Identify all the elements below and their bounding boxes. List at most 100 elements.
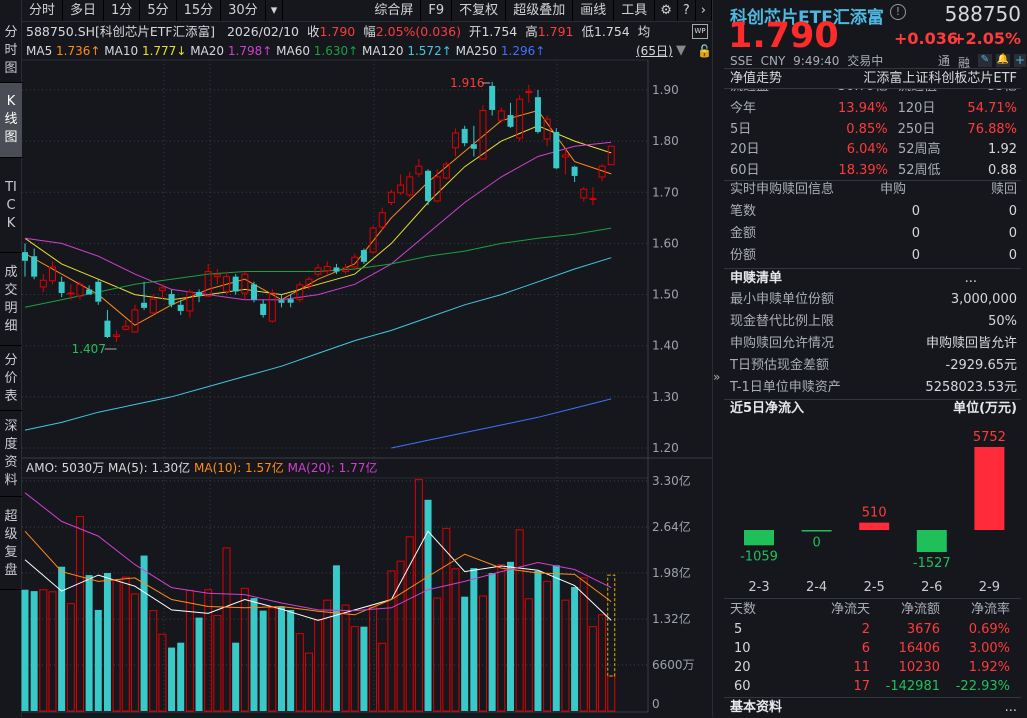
fund-code: 588750 [944, 2, 1021, 26]
period-selector[interactable]: (65日) [636, 44, 673, 58]
bell-icon[interactable]: 🔔 [996, 54, 1010, 67]
volume-bar [130, 593, 139, 712]
candle [378, 207, 386, 231]
net-inflow-bar [859, 522, 890, 530]
ma-arrow: ↓ [176, 44, 187, 58]
add-icon[interactable]: + [1014, 53, 1026, 67]
sidebar-tab[interactable]: 成交明细 [0, 255, 22, 346]
pcf-row: 申购赎回允许情况 申购赎回皆允许 [730, 334, 1017, 354]
volume-bar [479, 595, 487, 712]
volume-bar [259, 610, 267, 711]
nav-trend-row[interactable]: 净值走势 汇添富上证科创板芯片ETF [730, 69, 1017, 89]
return-label: 5日 [730, 121, 752, 137]
volume-bar [168, 647, 176, 711]
gear-icon[interactable]: ⚙ [655, 0, 678, 21]
return-label: 60日 [730, 162, 760, 178]
chevron-right-icon[interactable]: › [696, 0, 712, 21]
pcf-row: T日预估现金差额 -2929.65元 [730, 356, 1017, 376]
candle [268, 289, 276, 323]
return-label: 250日 [897, 121, 936, 137]
toolbar-button[interactable]: 超级叠加 [506, 0, 574, 21]
realtime-header: 实时申购赎回信息 申购 赎回 [730, 180, 1017, 200]
price-tick-label: 1.80 [652, 134, 679, 148]
candle [571, 165, 578, 183]
expand-icon[interactable]: » [713, 370, 721, 384]
pcf-label: 最小申赎单位份额 [730, 292, 835, 307]
toolbar-button[interactable]: 综合屏 [367, 0, 422, 21]
wp-icon[interactable]: WP [692, 24, 708, 39]
flow-row: 5 2 3676 0.69% [730, 620, 1017, 640]
close-value: 1.790 [319, 24, 356, 39]
candle [442, 161, 450, 180]
volume-bar [607, 675, 616, 712]
candle [516, 95, 524, 142]
candle [561, 148, 569, 175]
volume-bar [378, 642, 387, 712]
basic-info-title[interactable]: 基本资料 [730, 700, 783, 715]
sidebar-tab[interactable]: 分价表 [0, 348, 22, 411]
realtime-title: 实时申购赎回信息 [730, 182, 835, 197]
candle [232, 274, 239, 295]
lock-icon[interactable]: 🔓 [697, 44, 712, 58]
edit-icon[interactable]: ✎ [978, 54, 992, 67]
info-icon[interactable]: ! [890, 4, 906, 20]
more-periods-dropdown[interactable]: ▾ [266, 0, 284, 21]
sidebar-tab[interactable]: K线图 [0, 83, 22, 158]
ma-arrow: ↑ [535, 44, 546, 58]
candle [415, 159, 423, 177]
period-tab[interactable]: 多日 [63, 0, 105, 21]
basic-info-more[interactable]: ... [1004, 700, 1017, 715]
net-inflow-value: 0 [812, 536, 820, 551]
return-value: 54.71% [967, 101, 1017, 116]
flow-row: 60 17 -142981 -22.93% [730, 677, 1017, 697]
date: 2026/02/10 [226, 24, 299, 39]
realtime-label: 份额 [730, 248, 757, 263]
toolbar-button[interactable]: F9 [421, 0, 453, 21]
candle [86, 285, 93, 295]
ma250-line [391, 398, 612, 449]
nav-label: 净值走势 [730, 71, 783, 86]
period-tab[interactable]: 5分 [140, 0, 177, 21]
candle [470, 125, 477, 157]
toolbar-button[interactable]: 画线 [573, 0, 615, 21]
volume-bar [323, 599, 332, 712]
ma-arrow: ↑ [348, 44, 359, 58]
ma20-line [24, 141, 612, 301]
price-tick-label: 1.90 [652, 83, 679, 97]
kline-chart[interactable]: 1.90 1.80 1.70 1.60 1.50 1.40 1.30 1.20 3.30亿 2.6… [0, 0, 712, 717]
toolbar-button[interactable]: 不复权 [452, 0, 507, 21]
triangle-down-icon[interactable]: ▼ [676, 43, 686, 58]
volume-bar [461, 596, 469, 711]
candle [204, 263, 212, 298]
ma-value: 1.296 [500, 44, 536, 58]
pcf-label: T-1日单位申赎资产 [730, 380, 841, 395]
candle [406, 171, 414, 198]
period-tab[interactable]: 15分 [177, 0, 222, 21]
redeem-value: 0 [1008, 248, 1017, 263]
candle [314, 263, 322, 277]
toolbar-button[interactable]: 工具 [614, 0, 656, 21]
volume-bar [232, 642, 240, 711]
candle [278, 294, 285, 308]
ma-name: MA10 [104, 44, 139, 58]
volume-bar [250, 598, 258, 711]
sidebar-tab[interactable]: 深度资料 [0, 412, 22, 497]
period-tab[interactable]: 分时 [22, 0, 64, 21]
low-label: 低 [581, 24, 594, 39]
help-icon[interactable]: ? [678, 0, 696, 21]
period-tab[interactable]: 1分 [104, 0, 141, 21]
sidebar-tab[interactable]: 分时图 [0, 20, 22, 83]
subscribe-value: 0 [911, 226, 920, 241]
sidebar-tab[interactable]: TICK [0, 160, 22, 253]
candle [452, 128, 460, 157]
period-tab[interactable]: 30分 [221, 0, 266, 21]
return-label: 20日 [730, 142, 760, 157]
candle [22, 243, 28, 277]
sidebar-tab[interactable]: 超级复盘 [0, 498, 22, 590]
return-label: 52周低 [898, 162, 941, 178]
return-value: 76.88% [967, 121, 1017, 137]
candle [213, 268, 221, 285]
candle [177, 299, 184, 316]
flow-cell: 10 [734, 641, 751, 656]
high-value: 1.791 [537, 24, 574, 39]
